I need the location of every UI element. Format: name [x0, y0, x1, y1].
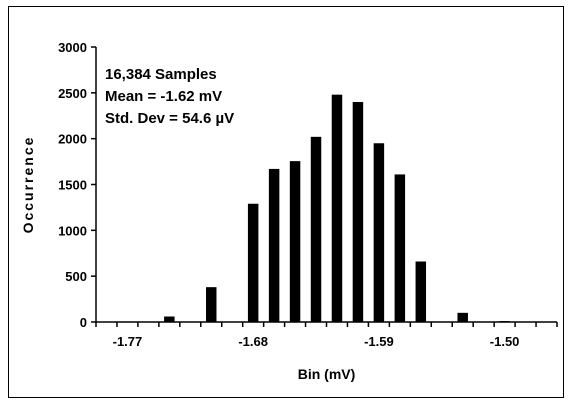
annotation-mean: Mean = -1.62 mV — [105, 88, 222, 105]
chart-frame: 0 500 1000 1500 2000 2500 3000 -1.77 -1.68 -1.59… — [8, 6, 564, 398]
x-tick-label: -1.77 — [113, 334, 143, 349]
bar — [457, 312, 468, 322]
bar — [352, 102, 364, 322]
bar — [268, 168, 280, 322]
y-axis-title: Occurrence — [20, 136, 36, 234]
annotation-std-dev: Std. Dev = 54.6 µV — [105, 110, 234, 127]
y-tick-label: 3000 — [58, 40, 87, 55]
annotation-samples: 16,384 Samples — [105, 66, 217, 83]
bar — [394, 174, 406, 322]
y-tick-label: 2500 — [58, 86, 87, 101]
bar — [331, 94, 343, 322]
bar — [310, 136, 322, 322]
bar — [373, 143, 385, 322]
x-tick-label: -1.59 — [364, 334, 394, 349]
y-tick-label: 2000 — [58, 132, 87, 147]
bar — [289, 161, 301, 323]
histogram-chart: 0 500 1000 1500 2000 2500 3000 -1.77 -1.68 -1.59… — [20, 40, 558, 382]
x-tick-label: -1.50 — [490, 334, 520, 349]
y-tick-label: 1000 — [58, 223, 87, 238]
y-tick-label: 1500 — [58, 178, 87, 193]
x-axis-title: Bin (mV) — [298, 366, 356, 382]
x-tick-label: -1.68 — [238, 334, 268, 349]
bar — [206, 287, 217, 322]
bar — [247, 203, 259, 322]
y-ticks-group: 0 500 1000 1500 2000 2500 3000 — [58, 40, 96, 330]
y-tick-label: 500 — [65, 269, 87, 284]
bar — [164, 316, 175, 322]
x-ticks-group: -1.77 -1.68 -1.59 -1.50 — [95, 322, 558, 349]
y-tick-label: 0 — [80, 315, 87, 330]
bar — [415, 261, 427, 322]
bars-group — [122, 94, 510, 323]
